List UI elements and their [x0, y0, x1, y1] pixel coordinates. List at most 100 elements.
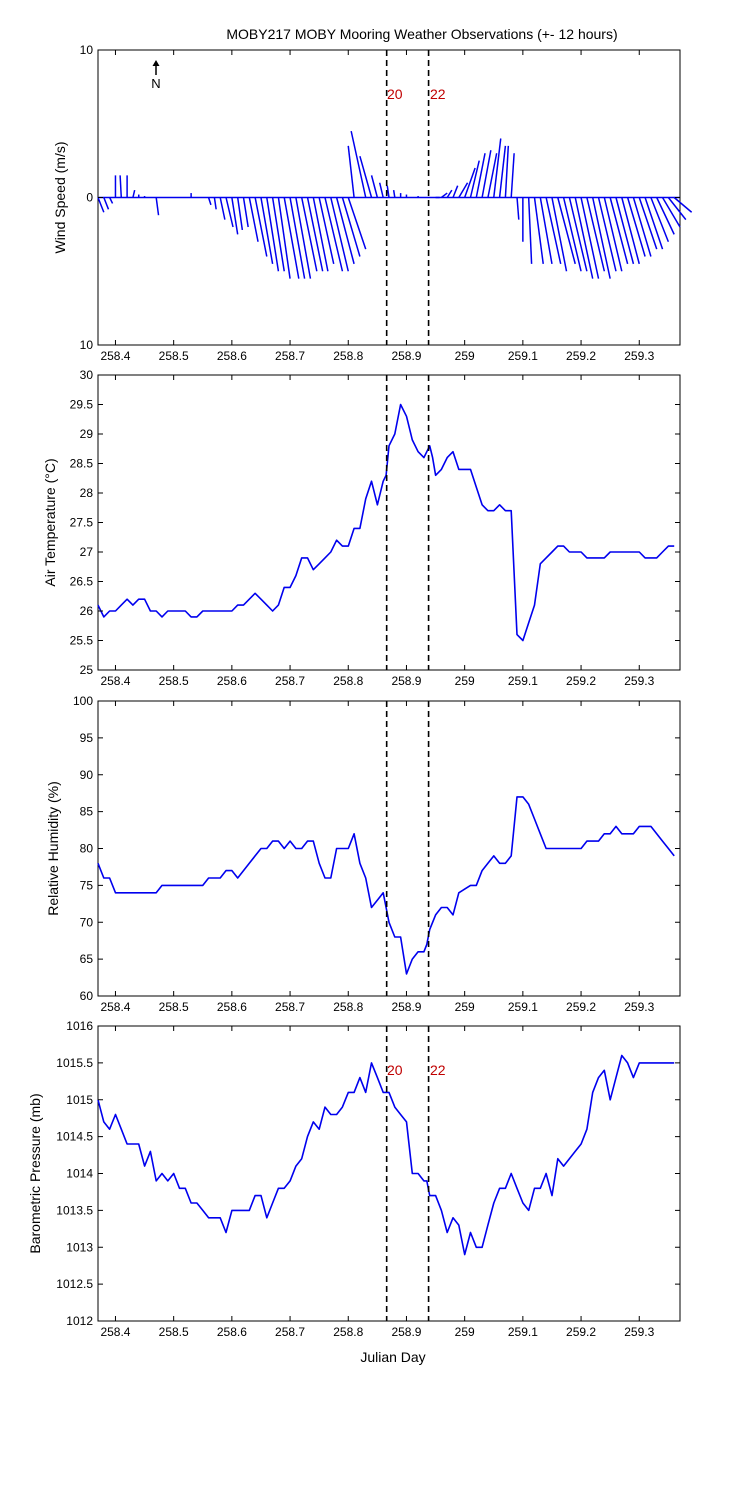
pressure-ytick-label: 1012: [66, 1314, 93, 1328]
wind-yticks: 10 0 10: [80, 43, 680, 352]
wind-stick: [580, 197, 600, 279]
airtemp-ytick-label: 25: [80, 663, 94, 677]
wind-stick: [632, 197, 652, 257]
wind-stick: [283, 197, 300, 279]
airtemp-ytick-label: 30: [80, 368, 94, 382]
wind-xtick-label: 258.6: [217, 349, 247, 363]
panel-pressure: 1012 1012.5 1013 1013.5 1014 1014.5 1015 1015.5…: [27, 1019, 681, 1339]
wind-stick: [378, 182, 384, 198]
wind-ytick-label: 10: [80, 338, 94, 352]
wind-stick: [493, 138, 502, 198]
x-axis-label: Julian Day: [360, 1349, 425, 1365]
humidity-ytick-label: 75: [80, 878, 94, 892]
wind-xtick-label: 259: [455, 349, 475, 363]
wind-stick: [207, 197, 212, 206]
wind-stick: [359, 155, 373, 198]
humidity-markers: [385, 701, 430, 996]
wind-stick: [350, 130, 367, 198]
wind-stick: [661, 197, 681, 228]
pressure-xtick-label: 259.1: [508, 1325, 538, 1339]
airtemp-ytick-label: 29: [80, 427, 94, 441]
airtemp-xtick-label: 258.9: [391, 674, 421, 688]
humidity-ytick-label: 100: [73, 694, 93, 708]
pressure-plot-frame: [97, 1025, 681, 1322]
airtemp-xtick-label: 259.3: [624, 674, 654, 688]
humidity-xticks: 258.4 258.5 258.6 258.7 258.8 258.9 259 259.1 25…: [100, 701, 655, 1014]
wind-xtick-label: 259.3: [624, 349, 654, 363]
panel-humidity: 60 65 70 75 80 85 90 95 100 258.4 258.5 258.6 258.7…: [45, 694, 681, 1014]
humidity-line: [97, 796, 675, 975]
airtemp-line: [97, 403, 675, 642]
humidity-ytick-label: 95: [80, 731, 94, 745]
pressure-xtick-label: 258.5: [159, 1325, 189, 1339]
humidity-xtick-label: 258.8: [333, 1000, 363, 1014]
pressure-xtick-label: 258.8: [333, 1325, 363, 1339]
wind-stick: [644, 197, 664, 250]
wind-stick: [539, 197, 553, 265]
wind-stick: [615, 197, 635, 265]
airtemp-yticks: 25 25.5 26 26.5 27 27.5 28 28.5 29 29.5 30: [70, 368, 680, 677]
wind-stick: [667, 197, 687, 221]
humidity-ylabel: Relative Humidity (%): [45, 781, 61, 916]
wind-xtick-label: 259.1: [508, 349, 538, 363]
humidity-xtick-label: 258.9: [391, 1000, 421, 1014]
wind-stick: [312, 197, 329, 272]
airtemp-series: [97, 403, 675, 642]
wind-stick: [469, 160, 480, 198]
humidity-yticks: 60 65 70 75 80 85 90 95 100: [73, 694, 680, 1003]
pressure-xtick-label: 258.6: [217, 1325, 247, 1339]
pressure-markers: [385, 1026, 430, 1321]
airtemp-plot-frame: [97, 374, 681, 671]
humidity-xtick-label: 258.6: [217, 1000, 247, 1014]
humidity-ytick-label: 65: [80, 952, 94, 966]
wind-stick: [568, 197, 588, 272]
pressure-xtick-label: 258.9: [391, 1325, 421, 1339]
wind-stick: [242, 197, 249, 228]
wind-stick: [97, 197, 105, 213]
wind-ytick-label: 0: [86, 191, 93, 205]
wind-stick: [277, 197, 291, 279]
north-arrow: N: [151, 60, 161, 91]
wind-stick: [254, 197, 268, 257]
wind-stick: [638, 197, 658, 250]
wind-stick: [341, 197, 361, 257]
wind-stick: [621, 197, 640, 265]
wind-stick: [386, 185, 390, 198]
airtemp-ytick-label: 28.5: [70, 457, 94, 471]
humidity-xtick-label: 258.4: [100, 1000, 130, 1014]
north-arrow-head: [152, 60, 160, 66]
airtemp-ytick-label: 25.5: [70, 634, 94, 648]
airtemp-xtick-label: 259: [455, 674, 475, 688]
airtemp-xtick-label: 258.5: [159, 674, 189, 688]
wind-stick: [108, 197, 114, 204]
airtemp-xtick-label: 259.1: [508, 674, 538, 688]
wind-stick: [289, 197, 306, 279]
wind-stick: [231, 197, 239, 235]
wind-stick: [597, 197, 617, 272]
wind-stick: [533, 197, 544, 264]
pressure-ytick-label: 1014: [66, 1167, 93, 1181]
wind-series: [97, 130, 693, 279]
airtemp-xtick-label: 258.4: [100, 674, 130, 688]
wind-stick: [271, 197, 285, 272]
pressure-ytick-label: 1016: [66, 1019, 93, 1033]
wind-xtick-label: 258.9: [391, 349, 421, 363]
pressure-yticks: 1012 1012.5 1013 1013.5 1014 1014.5 1015 1015.5…: [56, 1019, 680, 1328]
airtemp-xticks: 258.4 258.5 258.6 258.7 258.8 258.9 259 259.1 25…: [100, 375, 655, 688]
airtemp-ytick-label: 27.5: [70, 516, 94, 530]
wind-stick: [219, 197, 226, 220]
airtemp-xtick-label: 259.2: [566, 674, 596, 688]
north-arrow-label: N: [151, 76, 160, 91]
pressure-ytick-label: 1012.5: [56, 1277, 93, 1291]
wind-stick: [609, 197, 629, 265]
wind-stick: [574, 197, 594, 279]
wind-stick: [306, 197, 324, 272]
wind-stick: [103, 197, 110, 210]
pressure-ytick-label: 1013: [66, 1240, 93, 1254]
pressure-xtick-label: 259.3: [624, 1325, 654, 1339]
wind-stick: [487, 153, 498, 198]
wind-stick: [330, 197, 349, 272]
airtemp-ytick-label: 27: [80, 545, 94, 559]
wind-stick: [132, 189, 136, 198]
